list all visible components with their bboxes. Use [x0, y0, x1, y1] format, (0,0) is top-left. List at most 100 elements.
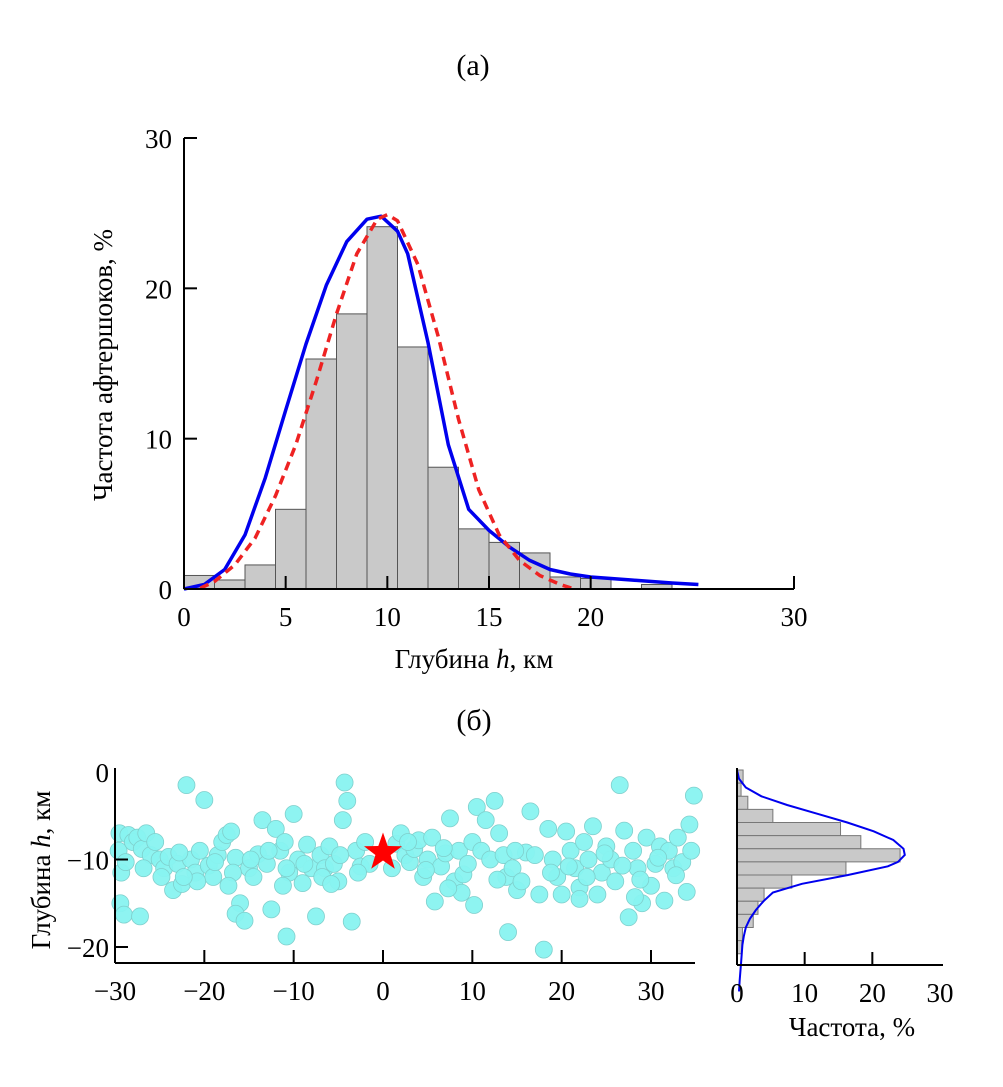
aftershock-point: [579, 850, 598, 869]
aftershock-point: [439, 879, 458, 898]
aftershock-point: [275, 833, 294, 851]
aftershock-point: [195, 791, 214, 809]
aftershock-point: [606, 872, 625, 891]
aftershock-point: [552, 885, 571, 904]
x-tick-label: 30: [927, 978, 954, 1008]
xlabel-var: h: [496, 644, 510, 674]
y-tick-label: −20: [67, 933, 109, 963]
aftershock-point: [295, 854, 314, 873]
aftershock-point: [610, 776, 629, 795]
aftershock-point: [241, 850, 260, 869]
aftershock-point: [512, 872, 531, 891]
aftershock-point: [115, 905, 133, 924]
histogram-bar: [244, 564, 276, 590]
aftershock-point: [584, 817, 602, 836]
scatter-panel-b: 0 −10 −20 −30 −20 −10 0 10 20 30: [67, 758, 703, 1006]
panel-b-label: (б): [456, 704, 491, 737]
aftershock-point: [575, 833, 593, 851]
x-tick-label: 10: [791, 978, 818, 1008]
aftershock-point: [542, 863, 560, 882]
aftershock-point: [259, 841, 278, 860]
x-tick-label: 20: [577, 602, 604, 632]
aftershock-point: [458, 854, 477, 873]
aftershock-point: [434, 839, 453, 858]
xlabel-suffix: , км: [510, 644, 554, 674]
aftershock-point: [577, 868, 596, 886]
y-tick-label: 0: [159, 575, 173, 605]
x-tick-label: 20: [548, 976, 575, 1006]
aftershock-point: [170, 843, 189, 862]
aftershock-point: [655, 891, 674, 910]
aftershock-point: [322, 875, 341, 893]
x-tick-label: 30: [781, 602, 808, 632]
aftershock-point: [626, 888, 644, 907]
x-tick-label: 5: [279, 602, 293, 632]
aftershock-point: [277, 927, 296, 946]
aftershock-point: [530, 885, 549, 904]
aftershock-point: [116, 853, 135, 872]
x-tick-label: −20: [183, 976, 225, 1006]
x-tick-label: 0: [730, 978, 744, 1008]
marginal-histogram: 0 10 20 30: [730, 768, 954, 1008]
aftershock-point: [668, 828, 687, 847]
aftershock-point: [342, 912, 361, 931]
histogram-bar: [427, 466, 459, 590]
aftershock-point: [649, 848, 668, 867]
aftershock-point: [557, 822, 576, 841]
histogram-bar: [275, 508, 307, 590]
aftershock-point: [615, 821, 634, 840]
aftershock-point: [177, 776, 196, 795]
aftershock-point: [423, 828, 442, 847]
aftershock-point: [204, 868, 223, 886]
aftershock-point: [619, 908, 638, 927]
aftershock-point: [219, 876, 238, 895]
aftershock-point: [441, 809, 459, 828]
aftershock-point: [425, 892, 444, 911]
panel-a-label: (а): [456, 49, 489, 82]
aftershock-point: [613, 856, 632, 875]
aftershock-point: [539, 819, 558, 838]
aftershock-point: [399, 833, 417, 851]
aftershock-point: [131, 907, 149, 926]
aftershock-point: [588, 885, 607, 904]
aftershock-point: [677, 882, 696, 901]
aftershock-point: [521, 802, 540, 821]
x-tick-label: 10: [374, 602, 401, 632]
aftershock-point: [274, 876, 292, 895]
aftershock-point: [680, 815, 699, 834]
marginal-bar: [736, 848, 901, 863]
x-tick-label: −30: [94, 976, 136, 1006]
aftershock-point: [146, 833, 165, 851]
marginal-bar: [736, 861, 847, 876]
x-tick-label: −10: [273, 976, 315, 1006]
y-tick-label: 30: [145, 124, 172, 154]
aftershock-point: [490, 824, 509, 843]
aftershock-point: [485, 791, 504, 810]
x-tick-label: 15: [476, 602, 503, 632]
aftershock-point: [266, 819, 285, 838]
aftershock-point: [335, 773, 354, 792]
aftershock-point: [222, 822, 241, 841]
y-tick-label: 10: [145, 425, 172, 455]
histogram-bar: [366, 226, 398, 590]
series-line-fit-dashed: [199, 212, 575, 591]
histogram-bar: [214, 579, 246, 590]
y-tick-label: 20: [145, 274, 172, 304]
aftershock-point: [235, 911, 254, 930]
x-tick-label: 0: [376, 976, 390, 1006]
aftershock-point: [174, 868, 193, 886]
aftershock-point: [570, 889, 589, 908]
histogram-bar: [336, 313, 368, 590]
aftershock-point: [253, 811, 272, 830]
aftershock-point: [559, 857, 578, 876]
ylabel-var: h: [26, 834, 56, 848]
mainshock-star-icon: [364, 832, 402, 869]
marginal-bar: [736, 874, 793, 889]
histogram-bar: [580, 577, 612, 590]
aftershock-point: [244, 868, 263, 886]
x-tick-label: 20: [859, 978, 886, 1008]
marginal-bar: [736, 808, 774, 823]
panel-a-xlabel: Глубина h, км: [395, 644, 554, 674]
marginal-fit-line: [736, 769, 906, 992]
aftershock-point: [338, 791, 357, 810]
